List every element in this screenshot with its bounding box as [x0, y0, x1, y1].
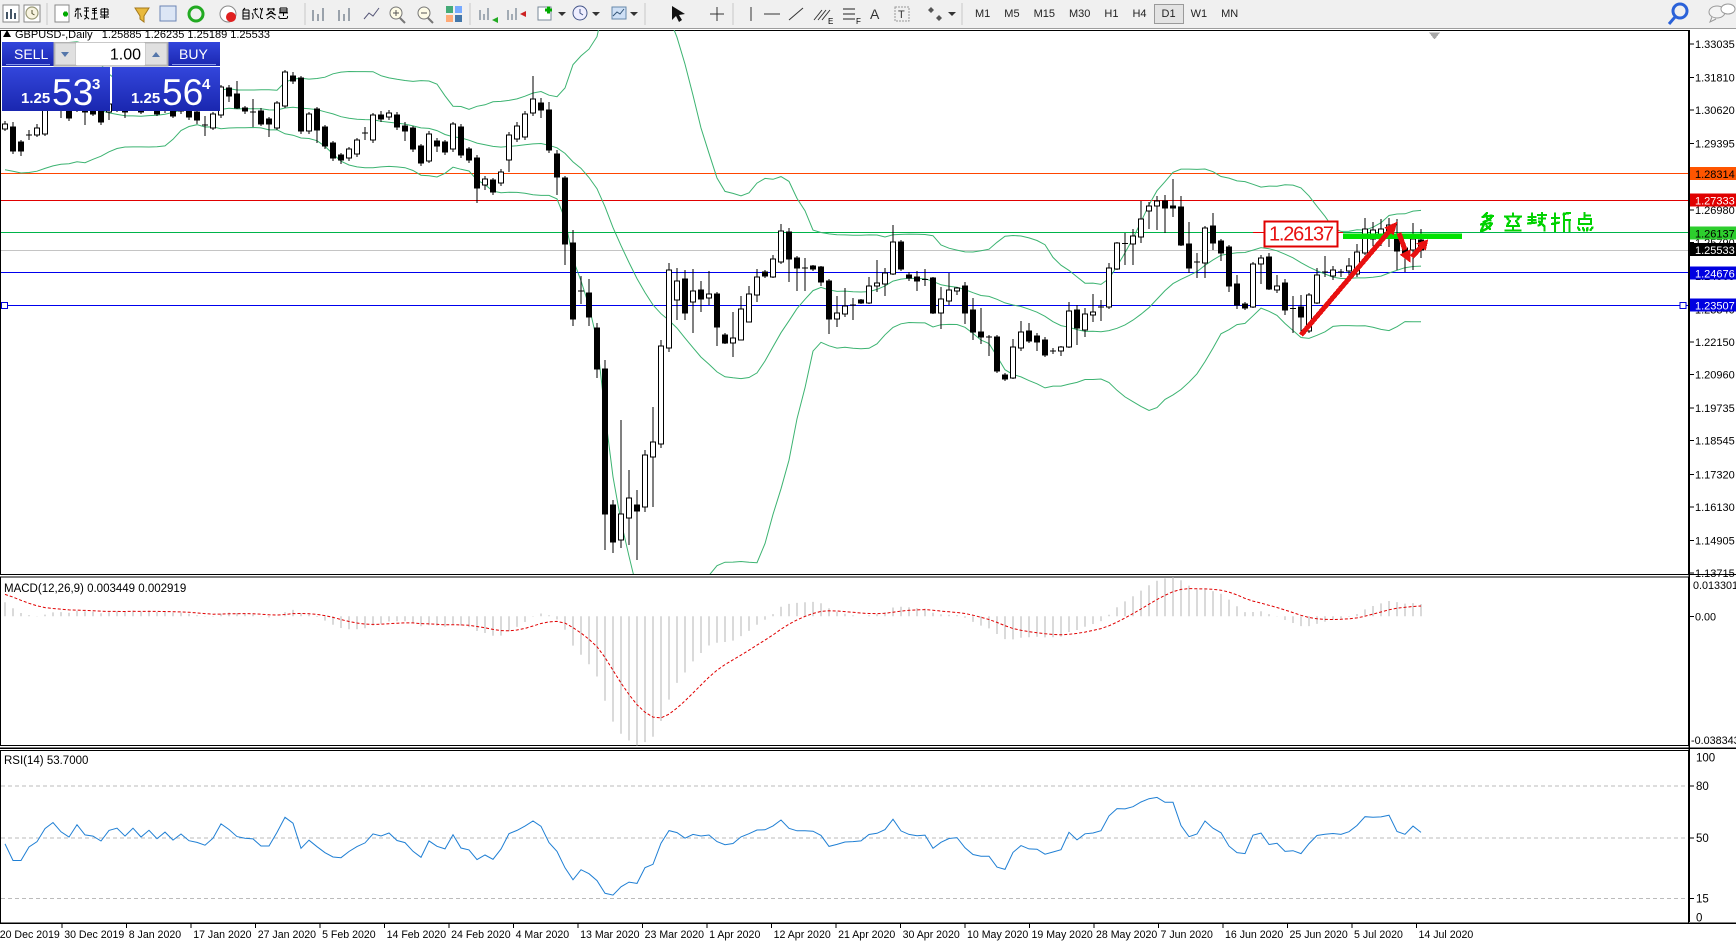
svg-text:1 Apr 2020: 1 Apr 2020	[709, 929, 760, 941]
svg-text:4 Mar 2020: 4 Mar 2020	[516, 929, 570, 941]
svg-text:1.24676: 1.24676	[1695, 268, 1735, 280]
svg-text:16 Jun 2020: 16 Jun 2020	[1225, 929, 1283, 941]
svg-text:100: 100	[1696, 753, 1715, 765]
svg-text:17 Jan 2020: 17 Jan 2020	[193, 929, 251, 941]
svg-text:1.19735: 1.19735	[1695, 403, 1735, 415]
svg-text:25 Jun 2020: 25 Jun 2020	[1290, 929, 1348, 941]
svg-text:8 Jan 2020: 8 Jan 2020	[129, 929, 182, 941]
svg-text:1.26980: 1.26980	[1695, 205, 1735, 217]
svg-text:1.18545: 1.18545	[1695, 436, 1735, 448]
svg-text:1.29395: 1.29395	[1695, 139, 1735, 151]
svg-text:4: 4	[202, 76, 211, 93]
svg-text:14 Jul 2020: 14 Jul 2020	[1419, 929, 1474, 941]
svg-text:1.23507: 1.23507	[1695, 300, 1735, 312]
svg-text:56: 56	[162, 72, 203, 111]
svg-text:1.16130: 1.16130	[1695, 502, 1735, 514]
svg-text:SELL: SELL	[14, 46, 48, 62]
svg-text:3: 3	[92, 76, 100, 93]
svg-text:24 Feb 2020: 24 Feb 2020	[451, 929, 511, 941]
svg-text:T: T	[898, 9, 905, 21]
svg-text:12 Apr 2020: 12 Apr 2020	[774, 929, 831, 941]
svg-text:1.26137: 1.26137	[1695, 228, 1735, 240]
svg-text:21 Apr 2020: 21 Apr 2020	[838, 929, 895, 941]
svg-text:1.27333: 1.27333	[1695, 196, 1735, 208]
svg-text:23 Mar 2020: 23 Mar 2020	[645, 929, 705, 941]
svg-text:1.22150: 1.22150	[1695, 337, 1735, 349]
svg-text:14 Feb 2020: 14 Feb 2020	[387, 929, 447, 941]
svg-text:7 Jun 2020: 7 Jun 2020	[1161, 929, 1214, 941]
svg-text:1.25533: 1.25533	[1695, 245, 1735, 257]
svg-text:-0.038343: -0.038343	[1691, 735, 1736, 747]
svg-text:A: A	[870, 6, 880, 22]
svg-text:0.013301: 0.013301	[1693, 580, 1736, 592]
svg-text:5 Jul 2020: 5 Jul 2020	[1354, 929, 1403, 941]
svg-text:20 Dec 2019: 20 Dec 2019	[0, 929, 60, 941]
svg-text:80: 80	[1696, 781, 1709, 793]
svg-text:50: 50	[1696, 833, 1709, 845]
svg-text:0: 0	[1696, 912, 1702, 924]
svg-text:15: 15	[1696, 894, 1709, 906]
svg-text:1.31810: 1.31810	[1695, 73, 1735, 85]
svg-text:1.25: 1.25	[21, 90, 50, 107]
svg-text:1.26137: 1.26137	[1269, 224, 1334, 246]
svg-text:E: E	[828, 17, 833, 26]
svg-text:19 May 2020: 19 May 2020	[1032, 929, 1093, 941]
svg-text:0.00: 0.00	[1695, 611, 1716, 623]
svg-text:27 Jan 2020: 27 Jan 2020	[258, 929, 316, 941]
svg-text:30 Apr 2020: 30 Apr 2020	[903, 929, 960, 941]
svg-text:1.28314: 1.28314	[1695, 169, 1735, 181]
svg-text:53: 53	[52, 72, 93, 111]
svg-text:1.00: 1.00	[110, 47, 141, 64]
svg-text:MACD(12,26,9) 0.003449 0.00291: MACD(12,26,9) 0.003449 0.002919	[4, 583, 186, 595]
svg-text:1.33035: 1.33035	[1695, 39, 1735, 51]
svg-text:5 Feb 2020: 5 Feb 2020	[322, 929, 376, 941]
svg-text:1.14905: 1.14905	[1695, 535, 1735, 547]
svg-text:1.20960: 1.20960	[1695, 370, 1735, 382]
svg-text:10 May 2020: 10 May 2020	[967, 929, 1028, 941]
svg-text:30 Dec 2019: 30 Dec 2019	[64, 929, 124, 941]
svg-text:RSI(14) 53.7000: RSI(14) 53.7000	[4, 755, 88, 767]
svg-text:13 Mar 2020: 13 Mar 2020	[580, 929, 640, 941]
svg-text:1.30620: 1.30620	[1695, 105, 1735, 117]
svg-text:BUY: BUY	[179, 46, 208, 62]
svg-text:1.25: 1.25	[131, 90, 160, 107]
svg-text:28 May 2020: 28 May 2020	[1096, 929, 1157, 941]
svg-text:F: F	[856, 17, 861, 26]
svg-text:1.17320: 1.17320	[1695, 469, 1735, 481]
